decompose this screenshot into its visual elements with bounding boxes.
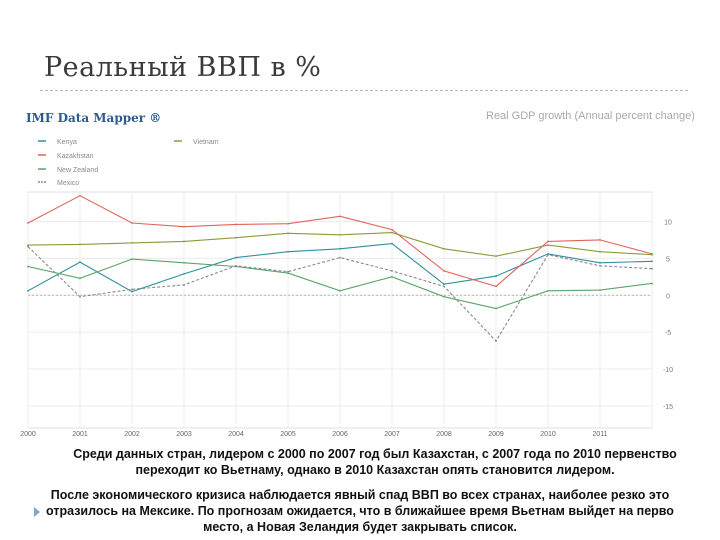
data-point: [547, 240, 549, 243]
x-tick-label: 2010: [540, 431, 556, 438]
data-point: [443, 285, 445, 288]
x-tick-label: 2004: [228, 431, 244, 438]
y-tick-label: -15: [663, 404, 673, 411]
imf-data-mapper-label: IMF Data Mapper ®: [26, 111, 162, 125]
data-point: [79, 277, 81, 280]
data-point: [339, 233, 341, 236]
x-tick-label: 2006: [332, 431, 348, 438]
data-point: [443, 283, 445, 286]
caption-1-line-1: Среди данных стран, лидером с 2000 по 20…: [73, 447, 677, 461]
data-point: [495, 275, 497, 277]
data-point: [183, 240, 185, 243]
gdp-line-chart: 10 5 0 -5 -10 -15 2000 2001 2002 2003 2004 2005 2006…: [20, 139, 673, 438]
data-point: [599, 239, 601, 241]
legend-label: Kazakhstan: [57, 153, 94, 160]
data-point: [79, 243, 81, 246]
legend-label: Mexico: [57, 180, 79, 187]
caption-2-line-3: место, а Новая Зеландия будет закрывать …: [203, 520, 517, 534]
chart-heading: Real GDP growth (Annual percent change): [486, 110, 695, 122]
data-point: [287, 270, 289, 273]
data-point: [79, 295, 81, 298]
y-tick-label: 10: [664, 220, 672, 227]
data-point: [339, 247, 341, 250]
x-tick-label: 2011: [592, 431, 607, 438]
data-point: [27, 222, 29, 224]
data-point: [183, 225, 185, 228]
data-point: [391, 242, 393, 245]
legend-label: Kenya: [57, 139, 77, 146]
data-point: [651, 267, 653, 270]
data-point: [547, 253, 549, 256]
data-point: [183, 284, 185, 286]
legend-label: New Zealand: [57, 167, 98, 174]
y-tick-label: -10: [663, 367, 673, 374]
data-point: [339, 289, 341, 292]
data-point: [651, 282, 653, 285]
caption-2-line-1: После экономического кризиса наблюдается…: [50, 488, 670, 502]
x-tick-label: 2001: [72, 431, 88, 438]
y-tick-label: -5: [665, 330, 671, 337]
data-point: [391, 270, 393, 272]
x-tick-label: 2008: [436, 431, 452, 438]
bullet-arrow-icon: [34, 507, 40, 517]
data-point: [495, 340, 497, 342]
data-point: [131, 241, 133, 244]
data-point: [651, 260, 653, 263]
data-point: [235, 256, 237, 259]
caption-2: После экономического кризиса наблюдается…: [0, 487, 720, 535]
data-point: [287, 222, 289, 225]
data-point: [183, 261, 185, 264]
x-tick-label: 2007: [384, 431, 400, 438]
data-point: [495, 255, 497, 258]
data-point: [235, 223, 237, 226]
data-point: [27, 289, 29, 292]
data-point: [599, 250, 601, 253]
caption-2-line-2: отразилось на Мексике. По прогнозам ожид…: [46, 504, 674, 518]
data-point: [339, 215, 341, 218]
data-point: [599, 264, 601, 267]
data-point: [443, 247, 445, 250]
data-point: [131, 288, 133, 291]
data-point: [339, 256, 341, 259]
data-point: [235, 236, 237, 239]
data-point: [547, 244, 549, 247]
data-point: [79, 194, 81, 197]
legend-label: Vietnam: [193, 139, 219, 146]
data-point: [599, 289, 601, 291]
x-tick-label: 2002: [124, 431, 140, 438]
data-point: [443, 270, 445, 272]
data-point: [183, 272, 185, 275]
data-point: [131, 290, 133, 293]
data-point: [287, 272, 289, 275]
slide-title: Реальный ВВП в %: [44, 52, 322, 83]
data-point: [651, 253, 653, 256]
data-point: [79, 261, 81, 263]
caption-1-line-2: переходит ко Вьетнаму, однако в 2010 Каз…: [135, 463, 615, 477]
data-point: [131, 258, 133, 261]
data-point: [27, 245, 29, 248]
data-point: [547, 289, 549, 292]
y-tick-label: 5: [666, 256, 670, 263]
x-tick-label: 2009: [488, 431, 504, 438]
data-point: [287, 250, 289, 253]
data-point: [391, 275, 393, 278]
data-point: [495, 285, 497, 288]
data-point: [391, 228, 393, 231]
data-point: [235, 264, 237, 267]
data-point: [131, 222, 133, 224]
data-point: [495, 307, 497, 310]
data-point: [287, 232, 289, 235]
y-tick-label: 0: [666, 293, 670, 300]
x-tick-label: 2005: [280, 431, 296, 438]
x-tick-label: 2003: [176, 431, 192, 438]
data-point: [391, 231, 393, 234]
caption-1: Среди данных стран, лидером с 2000 по 20…: [30, 446, 720, 478]
data-point: [27, 244, 29, 247]
title-divider: [40, 90, 688, 91]
data-point: [27, 265, 29, 268]
data-point: [599, 261, 601, 264]
chart-area: 10 5 0 -5 -10 -15 2000 2001 2002 2003 2004 2005 2006…: [0, 96, 720, 440]
x-tick-label: 2000: [20, 431, 36, 438]
data-point: [443, 295, 445, 298]
